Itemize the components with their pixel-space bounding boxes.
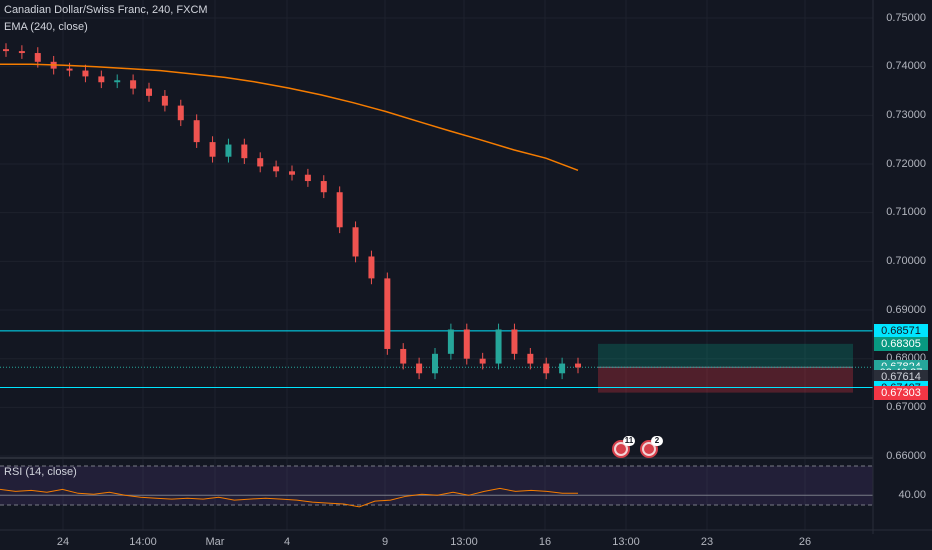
candle-body — [575, 363, 581, 368]
candle-body — [3, 49, 9, 52]
candle-body — [416, 363, 423, 374]
rsi-tick: 40.00 — [898, 489, 926, 501]
candle-body — [320, 181, 327, 193]
candle-body — [225, 144, 232, 157]
time-tick: 26 — [798, 536, 812, 548]
candle-body — [559, 363, 566, 374]
candle-body — [193, 120, 200, 143]
candle-body — [304, 174, 311, 182]
candle-body — [511, 329, 518, 354]
candle-body — [527, 353, 534, 364]
price-tick: 0.66000 — [886, 450, 926, 462]
price-tick: 0.67000 — [886, 401, 926, 413]
position-tool[interactable] — [598, 343, 853, 393]
candle-body — [34, 53, 41, 62]
time-tick: 13:00 — [450, 536, 478, 548]
candle-body — [130, 80, 137, 89]
event-dot — [616, 444, 626, 454]
candle-body — [289, 171, 295, 175]
candle-body — [543, 363, 550, 374]
ema-legend[interactable]: EMA (240, close) — [4, 21, 88, 33]
candle-body — [257, 158, 264, 167]
rsi-line — [0, 487, 578, 508]
time-tick: 13:00 — [612, 536, 640, 548]
rsi-pane — [0, 465, 873, 508]
candle-body — [161, 95, 168, 106]
event-count: 2 — [651, 436, 663, 446]
price-tag: 0.68305 — [874, 336, 928, 351]
time-tick: Mar — [205, 536, 225, 548]
rsi-band — [0, 466, 873, 505]
stop-zone — [598, 367, 853, 393]
candle-body — [336, 192, 343, 228]
price-tick: 0.75000 — [886, 12, 926, 24]
price-tick: 0.72000 — [886, 158, 926, 170]
candle-body — [18, 51, 25, 54]
price-tick: 0.70000 — [886, 255, 926, 267]
price-tag: 0.68571 — [874, 323, 928, 338]
price-tick: 0.71000 — [886, 206, 926, 218]
candle-body — [146, 88, 152, 96]
candle-body — [273, 166, 280, 172]
candle-body — [66, 68, 73, 71]
candle-body — [177, 105, 184, 121]
price-tag: 0.67303 — [874, 385, 928, 400]
price-tick: 0.69000 — [886, 304, 926, 316]
event-dot — [644, 444, 654, 454]
price-tick: 0.74000 — [886, 60, 926, 72]
price-axis[interactable]: 0.75000 0.74000 0.73000 0.72000 0.71000 … — [874, 0, 932, 534]
event-count: 11 — [623, 436, 635, 446]
economic-event-icon[interactable]: 2 — [640, 436, 663, 458]
time-tick: 16 — [538, 536, 552, 548]
time-tick: 4 — [283, 536, 291, 548]
candle-body — [447, 329, 454, 354]
candle-body — [463, 329, 470, 359]
time-tick: 24 — [56, 536, 70, 548]
time-tick: 9 — [381, 536, 389, 548]
candle-body — [241, 144, 248, 159]
time-tick: 14:00 — [129, 536, 157, 548]
candle-body — [352, 227, 359, 257]
price-tick: 0.73000 — [886, 109, 926, 121]
candle-body — [368, 256, 375, 279]
candle-body — [209, 142, 216, 157]
candle-body — [479, 358, 486, 364]
candle-body — [82, 70, 89, 77]
horizontal-levels — [0, 330, 873, 389]
candle-body — [432, 353, 438, 374]
candle-body — [495, 329, 502, 364]
candle-body — [384, 278, 391, 349]
target-zone — [598, 343, 853, 368]
ema-line — [0, 63, 579, 172]
symbol-legend[interactable]: Canadian Dollar/Swiss Franc, 240, FXCM — [4, 4, 208, 16]
time-tick: 23 — [700, 536, 714, 548]
grid — [0, 0, 873, 530]
candle-body — [114, 80, 121, 83]
candle-body — [98, 76, 105, 83]
rsi-legend[interactable]: RSI (14, close) — [4, 466, 77, 478]
candles — [3, 43, 581, 380]
economic-event-icon[interactable]: 11 — [612, 436, 635, 458]
candle-body — [400, 348, 407, 364]
